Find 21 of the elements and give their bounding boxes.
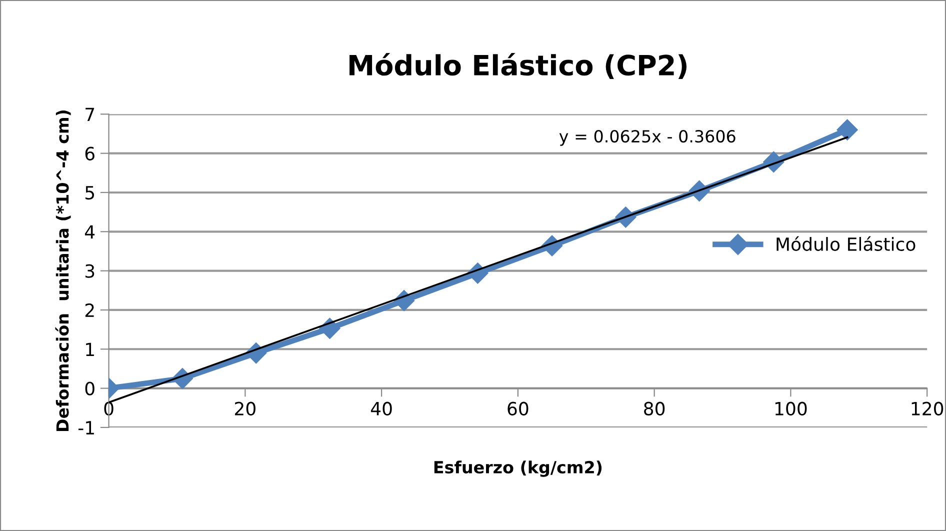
y-tick-label: 2 (85, 303, 94, 317)
y-tick-label: 1 (86, 342, 94, 356)
x-tick-label: 20 (235, 402, 256, 416)
x-tick-label: 100 (775, 402, 807, 416)
y-tick-label: 0 (85, 382, 94, 396)
y-tick-label: 4 (84, 225, 95, 239)
y-tick-label: -1 (78, 421, 94, 434)
y-tick-label: 6 (85, 146, 94, 160)
x-axis-title: Esfuerzo (kg/cm2) (434, 460, 602, 477)
x-tick-label: 80 (644, 402, 665, 416)
y-tick-label: 7 (86, 108, 94, 122)
x-tick-label: 40 (370, 402, 392, 416)
point (836, 119, 858, 140)
legend-label: Módulo Elástico (776, 236, 916, 251)
annotation: y = 0.0625x - 0.3606 (559, 130, 736, 146)
chart-title: Módulo Elástico (CP2) (350, 53, 687, 79)
y-tick-label: 5 (86, 186, 94, 200)
x-tick-label: 120 (912, 402, 944, 416)
y-axis-title: Deformación unitaria (*10^-4 cm) (55, 110, 71, 432)
y-tick-label: 3 (85, 264, 94, 278)
x-tick-label: 60 (508, 402, 528, 416)
